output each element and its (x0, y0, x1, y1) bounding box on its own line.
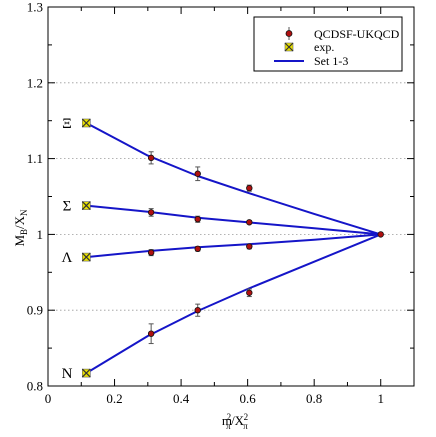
legend-label-exp: exp. (314, 40, 334, 54)
lattice-point (246, 289, 253, 296)
legend-entry-set: Set 1-3 (274, 54, 348, 68)
legend: QCDSF-UKQCD exp. Set 1-3 (253, 16, 403, 72)
baryon-label: Σ (63, 199, 72, 215)
legend-entry-qcdsf: QCDSF-UKQCD (285, 27, 400, 41)
x-tick-label: 0.2 (106, 391, 122, 406)
y-tick-label: 1.3 (27, 0, 43, 15)
legend-cross-icon (284, 42, 294, 52)
baryon-labels: Ξ Σ Λ N (62, 116, 73, 382)
axis-ticks: 0 0.2 0.4 0.6 0.8 1 0.8 0.9 1 1.1 1.2 1.3 (27, 0, 415, 406)
lattice-point (147, 154, 155, 162)
legend-label-set: Set 1-3 (314, 54, 348, 68)
lattice-point (194, 216, 201, 223)
x-axis-title: mπ2/Xπ2 (222, 412, 248, 431)
legend-marker-icon (285, 30, 293, 37)
grid-lines (48, 82, 414, 311)
lattice-point (377, 231, 384, 238)
fit-curve (86, 204, 381, 236)
y-tick-label: 1.2 (27, 75, 43, 90)
baryon-label: Λ (62, 250, 73, 266)
lattice-point (246, 184, 253, 192)
lattice-point (246, 243, 253, 250)
y-axis-title: MB/XN (12, 209, 29, 247)
lattice-point (194, 170, 201, 177)
legend-label-qcdsf: QCDSF-UKQCD (314, 27, 400, 41)
x-tick-label: 1 (377, 391, 384, 406)
legend-entry-exp: exp. (284, 40, 334, 54)
experiment-cross (81, 252, 91, 262)
fit-curve (85, 233, 382, 374)
lattice-point (147, 249, 155, 256)
fit-curve (86, 233, 381, 259)
lattice-point (147, 330, 155, 337)
experiment-point (81, 368, 91, 378)
fit-curves (85, 122, 382, 374)
lattice-point (246, 219, 253, 226)
baryon-label: N (62, 366, 73, 382)
lattice-point (194, 307, 201, 314)
y-tick-label: 1 (37, 227, 44, 242)
experiment-cross (81, 201, 91, 211)
experiment-point (81, 252, 91, 262)
y-tick-label: 0.9 (27, 303, 43, 318)
x-tick-label: 0 (45, 391, 52, 406)
experiment-point (81, 118, 91, 128)
x-tick-label: 0.6 (240, 391, 257, 406)
y-tick-label: 0.8 (27, 379, 43, 394)
experiment-point (81, 201, 91, 211)
baryon-label: Ξ (62, 116, 72, 132)
experiment-cross (81, 118, 91, 128)
lattice-point (194, 245, 201, 253)
experiment-cross (81, 368, 91, 378)
data-points (81, 118, 384, 378)
x-tick-label: 0.8 (306, 391, 322, 406)
x-tick-label: 0.4 (173, 391, 190, 406)
fit-curve (85, 122, 381, 236)
lattice-point (147, 209, 155, 216)
y-tick-label: 1.1 (27, 151, 43, 166)
